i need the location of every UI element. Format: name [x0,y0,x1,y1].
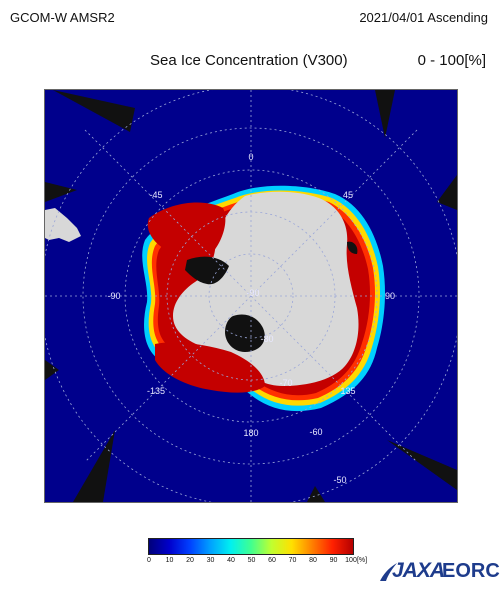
map-canvas: 0 45 -45 90 -90 135 -135 180 -50 -60 -70… [45,90,457,502]
colorbar-tick: 0 [147,557,151,564]
lat-label: -70 [279,378,292,388]
date-pass-label: 2021/04/01 Ascending [359,10,488,25]
lon-label: 135 [340,386,355,396]
graticule [45,90,457,502]
colorbar-ticks: 0 10 20 30 40 50 60 70 80 90 100 [%] [147,557,367,569]
colorbar: 0 10 20 30 40 50 60 70 80 90 100 [%] [147,538,367,569]
colorbar-tick: 30 [206,557,215,564]
colorbar-tick: 50 [247,557,256,564]
jaxa-eorc-logo: JAXA EORC [378,557,500,585]
map-title: Sea Ice Concentration (V300) [150,52,348,69]
no-data-wedge [307,486,325,502]
no-data-wedge [387,440,457,490]
range-label: 0 - 100[%] [417,52,486,69]
colorbar-gradient [148,538,354,555]
lon-label: 90 [385,291,395,301]
sea-ice-map: 0 45 -45 90 -90 135 -135 180 -50 -60 -70… [44,89,458,503]
colorbar-tick: 40 [227,557,235,564]
lon-label: -45 [149,190,162,200]
no-data-wedge [375,90,395,138]
colorbar-tick: 20 [186,557,194,564]
no-data-wedge [437,175,457,210]
no-data-wedge [53,90,135,132]
lon-label: 0 [248,152,253,162]
lat-label: -80 [260,334,273,344]
logo-eorc-text: EORC [442,560,500,582]
colorbar-tick: 80 [309,557,317,564]
lon-label: -90 [107,291,120,301]
lon-label: -135 [147,386,165,396]
satellite-label: GCOM-W AMSR2 [10,10,115,25]
lat-label: -90 [246,288,259,298]
colorbar-tick: 70 [288,557,297,564]
no-data-wedge [73,430,115,502]
lat-label: -60 [309,427,322,437]
jaxa-swoosh-icon [380,563,397,581]
amery-shelf [347,241,358,254]
colorbar-unit: [%] [356,557,368,564]
lon-label: 45 [343,190,353,200]
weddell-sea-ice [147,202,226,257]
lat-label: -50 [333,475,346,485]
colorbar-tick: 10 [165,557,174,564]
ross-ice-shelf [225,314,265,352]
ronne-ice-shelf [185,256,229,285]
lon-label: 180 [243,428,258,438]
south-america-land [45,208,81,242]
ross-sea-ice [155,342,265,393]
logo-jaxa-text: JAXA [392,559,445,582]
colorbar-tick: 90 [329,557,338,564]
colorbar-tick: 100 [345,557,357,564]
no-data-wedge [45,360,59,380]
no-data-wedge [45,182,77,202]
colorbar-tick: 60 [268,557,276,564]
